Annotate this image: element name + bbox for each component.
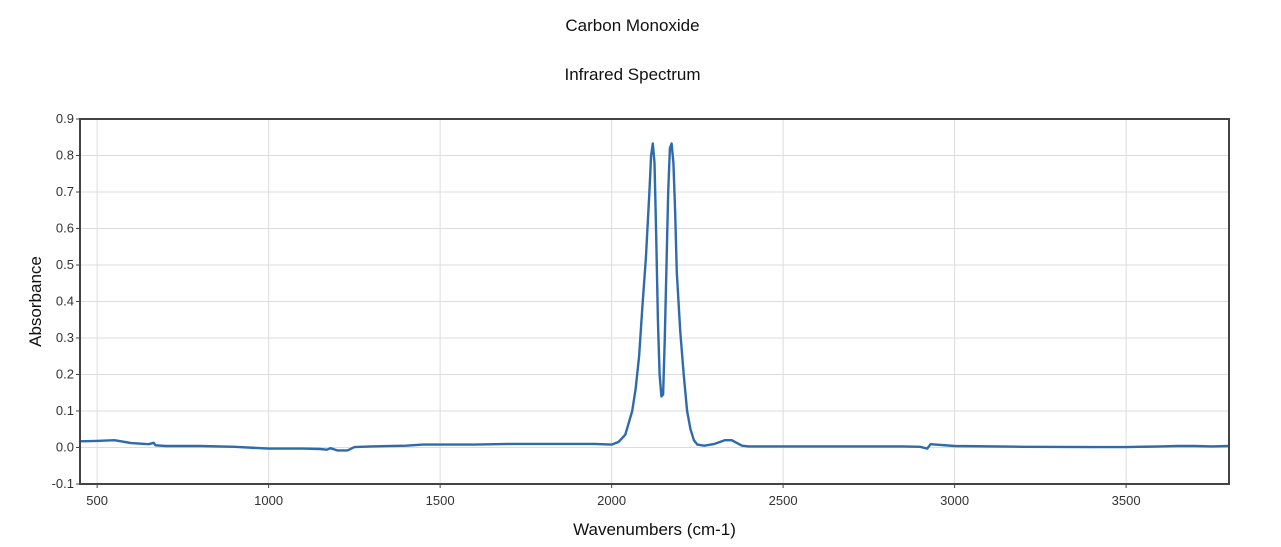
- chart-title: Carbon Monoxide: [565, 16, 700, 35]
- y-tick-label: 0.8: [56, 148, 74, 163]
- y-tick-label: 0.0: [56, 440, 74, 455]
- x-tick-label: 1000: [254, 493, 283, 508]
- x-tick-label: 500: [86, 493, 108, 508]
- y-axis-label: Absorbance: [26, 256, 45, 347]
- x-tick-label: 2500: [769, 493, 798, 508]
- y-tick-label: 0.1: [56, 403, 74, 418]
- y-tick-label: 0.6: [56, 221, 74, 236]
- x-tick-label: 1500: [426, 493, 455, 508]
- y-tick-label: 0.4: [56, 294, 74, 309]
- absorbance-series-line: [78, 142, 1231, 452]
- x-tick-label: 3000: [940, 493, 969, 508]
- y-tick-label: 0.3: [56, 330, 74, 345]
- chart-subtitle: Infrared Spectrum: [564, 65, 701, 84]
- x-axis-ticks: 500 1000 1500 2000 2500 3000 3500: [86, 484, 1141, 508]
- y-tick-label: 0.7: [56, 184, 74, 199]
- y-tick-label: 0.5: [56, 257, 74, 272]
- y-tick-label: -0.1: [52, 476, 74, 491]
- y-axis-ticks: -0.1 0.0 0.1 0.2 0.3 0.4 0.5 0.6 0.7 0.8 0.9: [52, 111, 80, 491]
- x-axis-label: Wavenumbers (cm-1): [573, 520, 736, 539]
- x-tick-label: 3500: [1112, 493, 1141, 508]
- x-tick-label: 2000: [597, 493, 626, 508]
- plot-area: [78, 142, 1231, 452]
- y-tick-label: 0.2: [56, 367, 74, 382]
- y-tick-label: 0.9: [56, 111, 74, 126]
